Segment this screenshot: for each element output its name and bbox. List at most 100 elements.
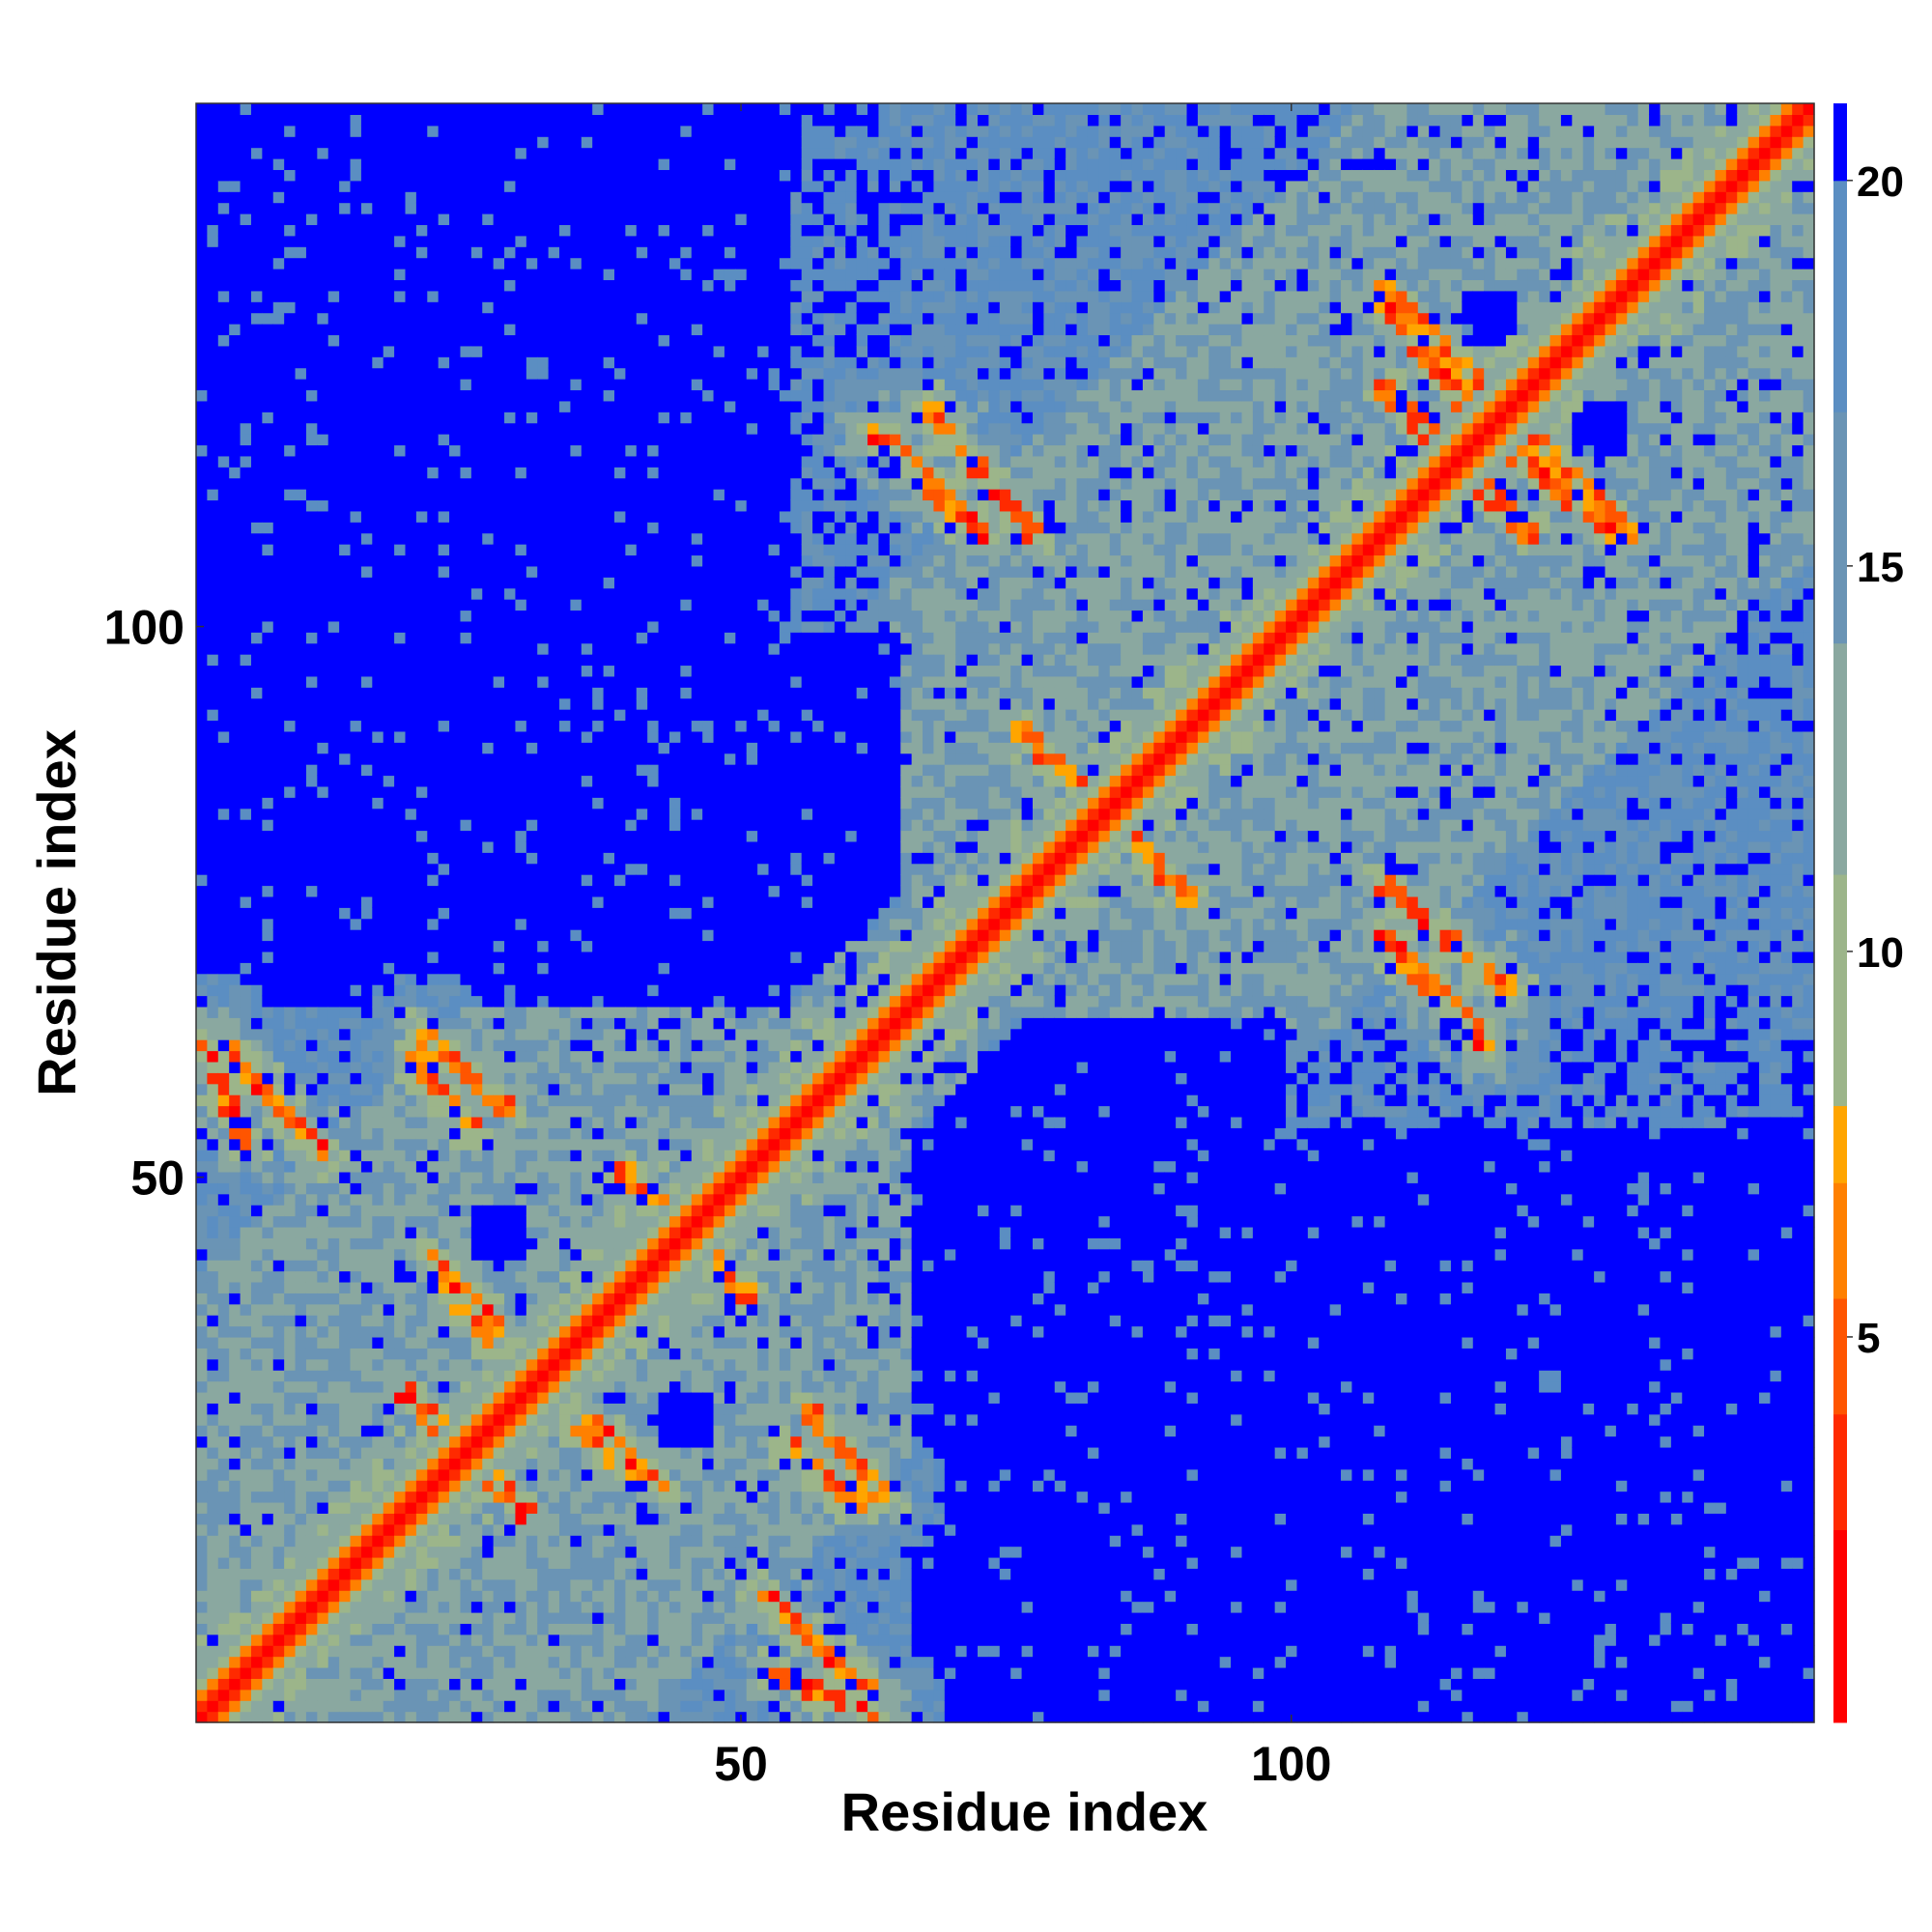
heatmap-cell (207, 984, 218, 996)
heatmap-cell (549, 687, 560, 698)
heatmap-cell (439, 1039, 450, 1051)
heatmap-cell (460, 797, 471, 809)
heatmap-cell (262, 1458, 273, 1469)
heatmap-cell (494, 203, 505, 214)
heatmap-cell (251, 610, 263, 621)
heatmap-cell (361, 1458, 373, 1469)
heatmap-cell (394, 1293, 406, 1304)
heatmap-cell (394, 544, 406, 555)
heatmap-cell (549, 1260, 560, 1271)
heatmap-cell (394, 1337, 406, 1349)
heatmap-cell (328, 213, 340, 225)
heatmap-cell (515, 886, 526, 897)
heatmap-cell (251, 191, 263, 203)
heatmap-cell (328, 1634, 340, 1646)
heatmap-cell (559, 148, 571, 159)
heatmap-cell (526, 1172, 538, 1183)
heatmap-cell (549, 599, 560, 611)
heatmap-cell (460, 962, 471, 974)
heatmap-cell (406, 456, 417, 468)
heatmap-cell (273, 1161, 285, 1173)
heatmap-cell (351, 907, 362, 919)
heatmap-cell (537, 1381, 549, 1393)
heatmap-cell (196, 1568, 208, 1579)
heatmap-cell (416, 731, 428, 743)
heatmap-cell (449, 1039, 461, 1051)
heatmap-cell (559, 181, 571, 192)
heatmap-cell (537, 114, 549, 126)
heatmap-cell (504, 1127, 516, 1139)
heatmap-cell (471, 1106, 483, 1118)
heatmap-cell (449, 1271, 461, 1283)
heatmap-cell (296, 797, 307, 809)
heatmap-cell (515, 258, 526, 270)
heatmap-cell (384, 1535, 395, 1547)
heatmap-cell (196, 1359, 208, 1371)
heatmap-cell (207, 1480, 218, 1492)
heatmap-cell (460, 1249, 471, 1261)
heatmap-cell (328, 423, 340, 435)
heatmap-cell (229, 1304, 241, 1316)
heatmap-cell (504, 478, 516, 490)
heatmap-cell (394, 1700, 406, 1712)
heatmap-cell (241, 1017, 252, 1029)
heatmap-cell (372, 1392, 384, 1404)
heatmap-cell (439, 356, 450, 368)
heatmap-cell (394, 1678, 406, 1690)
heatmap-cell (328, 1370, 340, 1381)
heatmap-cell (339, 786, 351, 798)
heatmap-cell (262, 764, 273, 776)
heatmap-cell (372, 1623, 384, 1634)
heatmap-cell (306, 1205, 318, 1216)
heatmap-cell (306, 896, 318, 908)
heatmap-cell (296, 1172, 307, 1183)
heatmap-cell (273, 522, 285, 533)
heatmap-cell (494, 1348, 505, 1359)
heatmap-cell (494, 974, 505, 985)
heatmap-cell (317, 1194, 328, 1206)
heatmap-cell (460, 114, 471, 126)
heatmap-cell (526, 401, 538, 412)
heatmap-cell (537, 687, 549, 698)
heatmap-cell (229, 1161, 241, 1173)
heatmap-cell (406, 709, 417, 721)
heatmap-cell (427, 742, 439, 753)
heatmap-cell (406, 1359, 417, 1371)
heatmap-cell (207, 236, 218, 247)
heatmap-cell (306, 1403, 318, 1414)
heatmap-cell (406, 610, 417, 621)
heatmap-cell (251, 269, 263, 280)
heatmap-cell (251, 974, 263, 985)
heatmap-cell (416, 313, 428, 325)
heatmap-cell (207, 554, 218, 566)
heatmap-cell (416, 632, 428, 643)
heatmap-cell (284, 852, 296, 864)
heatmap-cell (537, 974, 549, 985)
heatmap-cell (471, 753, 483, 765)
heatmap-cell (515, 1623, 526, 1634)
heatmap-cell (449, 258, 461, 270)
heatmap-cell (229, 1072, 241, 1084)
heatmap-cell (218, 1194, 230, 1206)
heatmap-cell (339, 709, 351, 721)
heatmap-cell (229, 841, 241, 853)
heatmap-cell (241, 126, 252, 137)
heatmap-cell (207, 830, 218, 841)
heatmap-cell (372, 1007, 384, 1018)
heatmap-cell (361, 269, 373, 280)
heatmap-cell (526, 676, 538, 688)
heatmap-cell (296, 533, 307, 545)
heatmap-cell (384, 643, 395, 655)
heatmap-cell (559, 952, 571, 963)
heatmap-cell (273, 401, 285, 412)
heatmap-cell (384, 1139, 395, 1151)
heatmap-cell (515, 412, 526, 423)
heatmap-cell (328, 753, 340, 765)
heatmap-cell (427, 929, 439, 941)
heatmap-cell (229, 478, 241, 490)
heatmap-cell (416, 103, 428, 115)
heatmap-cell (317, 907, 328, 919)
heatmap-cell (284, 1260, 296, 1271)
heatmap-cell (549, 1161, 560, 1173)
heatmap-cell (526, 731, 538, 743)
